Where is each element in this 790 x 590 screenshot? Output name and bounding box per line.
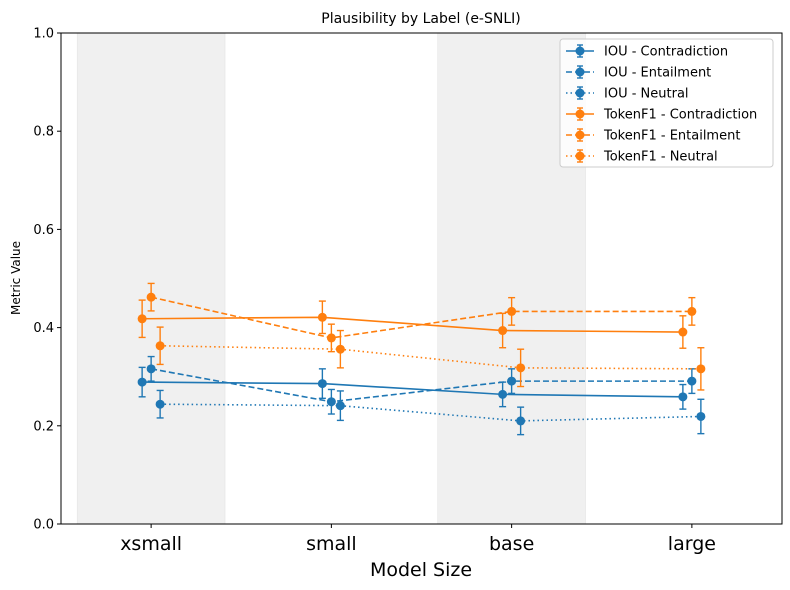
legend-marker <box>575 67 585 77</box>
data-point <box>696 364 706 374</box>
series-line <box>150 296 692 339</box>
legend-entry: IOU - Contradiction <box>566 44 728 60</box>
data-point <box>155 399 165 409</box>
data-point <box>137 377 147 387</box>
x-axis: xsmall small base large <box>120 524 716 555</box>
legend-label: TokenF1 - Contradiction <box>603 108 757 123</box>
legend-entry: TokenF1 - Neutral <box>566 149 718 165</box>
data-point <box>678 392 688 402</box>
x-tick-label: xsmall <box>120 533 182 555</box>
legend-label: IOU - Entailment <box>604 66 711 81</box>
y-tick-label: 0.4 <box>33 321 54 336</box>
data-point <box>696 411 706 421</box>
data-point <box>507 376 517 386</box>
y-tick-label: 0.6 <box>33 223 54 238</box>
x-tick-label: small <box>306 533 357 555</box>
x-tick-label: base <box>489 533 534 555</box>
data-point <box>317 312 327 322</box>
data-point <box>507 306 517 316</box>
series-line <box>150 368 692 403</box>
data-point <box>146 292 156 302</box>
data-point <box>326 333 336 343</box>
y-tick-label: 1.0 <box>33 27 54 42</box>
legend: IOU - Contradiction IOU - Entailment IOU -… <box>559 38 774 168</box>
data-point <box>326 397 336 407</box>
legend-marker <box>575 88 585 98</box>
data-point <box>155 341 165 351</box>
series-line <box>142 316 683 333</box>
legend-entry: IOU - Entailment <box>566 65 711 81</box>
y-axis-label: Metric Value <box>9 241 23 315</box>
legend-entry: TokenF1 - Contradiction <box>566 107 757 123</box>
axes-frame <box>60 32 783 525</box>
data-point <box>516 416 526 426</box>
series-layer <box>137 282 706 436</box>
series <box>137 299 688 349</box>
legend-label: TokenF1 - Neutral <box>603 150 718 165</box>
legend-marker <box>575 151 585 161</box>
data-point <box>678 327 688 337</box>
shaded-band-xsmall <box>76 32 226 525</box>
data-point <box>335 344 345 354</box>
data-point <box>687 376 697 386</box>
legend-marker <box>575 130 585 140</box>
legend-label: IOU - Neutral <box>604 87 689 102</box>
data-point <box>146 364 156 374</box>
y-tick-label: 0.0 <box>33 518 54 533</box>
x-tick-label: large <box>668 533 716 555</box>
series <box>155 389 706 436</box>
chart-title: Plausibility by Label (e-SNLI) <box>321 11 520 27</box>
series <box>146 282 697 353</box>
x-axis-label: Model Size <box>370 559 472 581</box>
y-tick-label: 0.2 <box>33 419 54 434</box>
series <box>146 355 697 415</box>
series-line <box>160 344 701 370</box>
series <box>155 326 706 391</box>
legend-marker <box>575 109 585 119</box>
y-tick-label: 0.8 <box>33 125 54 140</box>
legend-label: TokenF1 - Entailment <box>603 129 740 144</box>
legend-label: IOU - Contradiction <box>604 45 728 60</box>
legend-entry: TokenF1 - Entailment <box>566 128 740 144</box>
y-axis: 0.0 0.2 0.4 0.6 0.8 1.0 <box>33 27 61 533</box>
data-point <box>516 363 526 373</box>
series-line <box>160 403 701 422</box>
category-shading <box>76 32 586 525</box>
data-point <box>137 314 147 324</box>
legend-box <box>559 38 774 168</box>
data-point <box>335 401 345 411</box>
legend-entry: IOU - Neutral <box>566 86 689 102</box>
data-point <box>687 306 697 316</box>
data-point <box>498 389 508 399</box>
legend-marker <box>575 46 585 56</box>
data-point <box>317 379 327 389</box>
data-point <box>498 326 508 336</box>
